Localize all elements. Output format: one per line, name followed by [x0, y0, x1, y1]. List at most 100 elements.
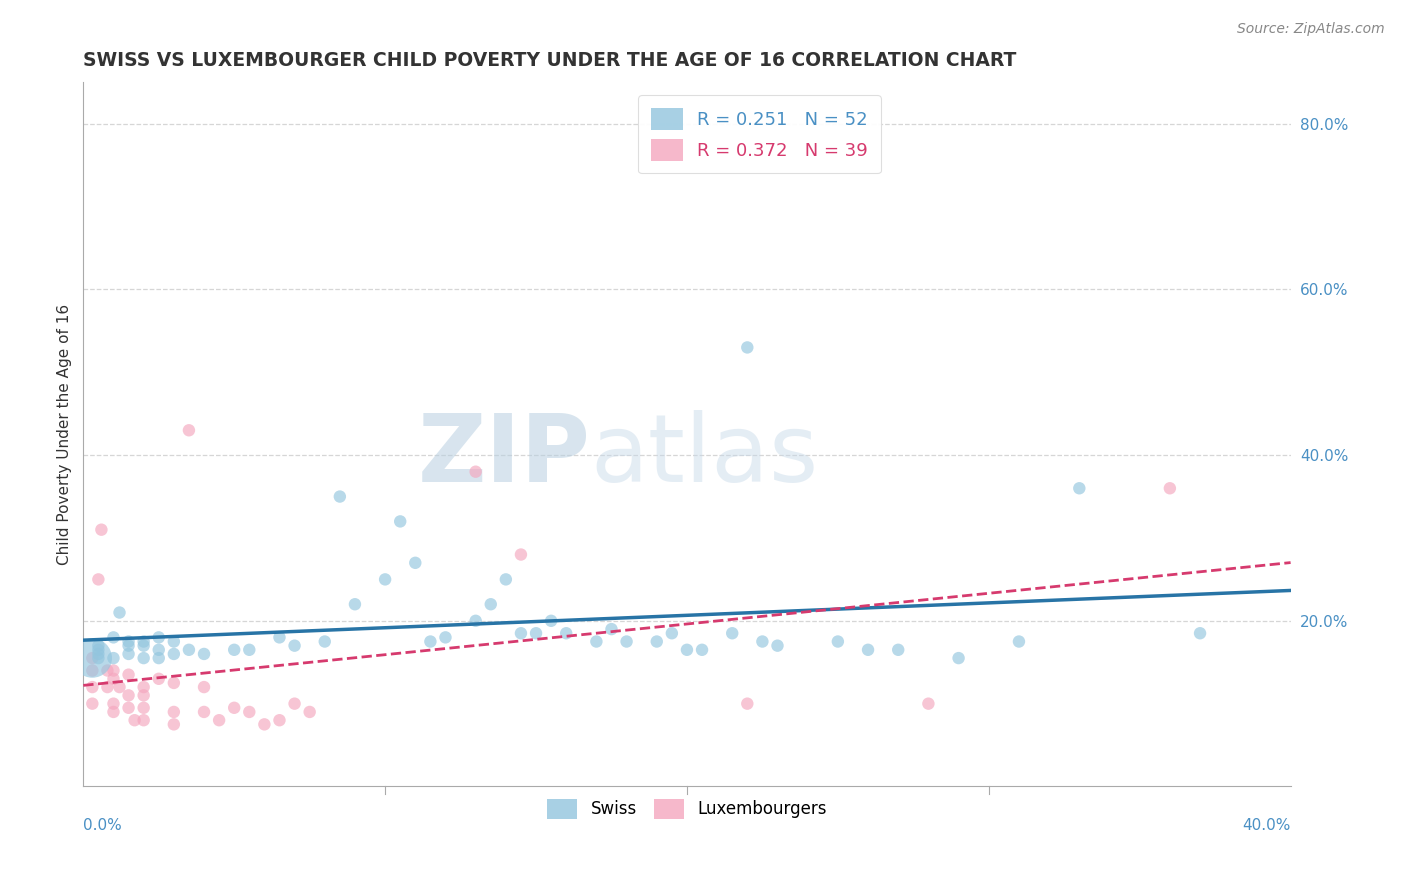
Point: [117, 700, 139, 714]
Point: [193, 680, 215, 694]
Point: [1069, 481, 1091, 495]
Text: 40.0%: 40.0%: [1243, 818, 1291, 833]
Point: [103, 697, 125, 711]
Point: [117, 639, 139, 653]
Point: [238, 705, 260, 719]
Point: [82, 680, 104, 694]
Point: [585, 634, 607, 648]
Point: [238, 642, 260, 657]
Point: [117, 689, 139, 703]
Point: [163, 717, 186, 731]
Point: [132, 680, 155, 694]
Point: [87, 647, 110, 661]
Legend: Swiss, Luxembourgers: Swiss, Luxembourgers: [538, 790, 835, 828]
Point: [103, 672, 125, 686]
Point: [163, 705, 186, 719]
Point: [1008, 634, 1031, 648]
Point: [132, 713, 155, 727]
Point: [661, 626, 683, 640]
Point: [117, 634, 139, 648]
Point: [117, 667, 139, 681]
Point: [82, 651, 104, 665]
Point: [948, 651, 970, 665]
Point: [389, 515, 412, 529]
Point: [96, 680, 118, 694]
Point: [555, 626, 578, 640]
Point: [163, 634, 186, 648]
Point: [103, 631, 125, 645]
Point: [690, 642, 713, 657]
Point: [87, 573, 110, 587]
Point: [284, 639, 307, 653]
Point: [103, 651, 125, 665]
Point: [645, 634, 668, 648]
Point: [540, 614, 562, 628]
Point: [148, 642, 170, 657]
Point: [1189, 626, 1212, 640]
Point: [524, 626, 547, 640]
Point: [751, 634, 773, 648]
Point: [721, 626, 744, 640]
Text: Source: ZipAtlas.com: Source: ZipAtlas.com: [1237, 22, 1385, 37]
Point: [193, 705, 215, 719]
Point: [108, 680, 131, 694]
Point: [510, 548, 533, 562]
Point: [479, 597, 502, 611]
Point: [87, 642, 110, 657]
Point: [314, 634, 336, 648]
Point: [1159, 481, 1181, 495]
Point: [96, 664, 118, 678]
Point: [208, 713, 231, 727]
Point: [124, 713, 146, 727]
Point: [82, 651, 104, 665]
Point: [374, 573, 396, 587]
Point: [495, 573, 517, 587]
Point: [827, 634, 849, 648]
Point: [434, 631, 457, 645]
Point: [856, 642, 879, 657]
Point: [90, 523, 112, 537]
Point: [148, 651, 170, 665]
Point: [404, 556, 426, 570]
Point: [510, 626, 533, 640]
Point: [103, 664, 125, 678]
Point: [600, 622, 623, 636]
Point: [224, 700, 246, 714]
Text: atlas: atlas: [591, 409, 818, 501]
Point: [224, 642, 246, 657]
Text: ZIP: ZIP: [418, 409, 591, 501]
Point: [269, 631, 291, 645]
Point: [87, 639, 110, 653]
Point: [148, 672, 170, 686]
Point: [193, 647, 215, 661]
Y-axis label: Child Poverty Under the Age of 16: Child Poverty Under the Age of 16: [58, 304, 72, 565]
Point: [177, 642, 200, 657]
Point: [419, 634, 441, 648]
Point: [163, 676, 186, 690]
Point: [82, 697, 104, 711]
Point: [253, 717, 276, 731]
Point: [298, 705, 321, 719]
Point: [108, 606, 131, 620]
Point: [132, 639, 155, 653]
Point: [269, 713, 291, 727]
Point: [616, 634, 638, 648]
Point: [132, 634, 155, 648]
Point: [87, 651, 110, 665]
Point: [737, 697, 759, 711]
Point: [163, 647, 186, 661]
Point: [132, 651, 155, 665]
Point: [917, 697, 939, 711]
Point: [177, 423, 200, 437]
Point: [343, 597, 366, 611]
Point: [132, 700, 155, 714]
Point: [464, 614, 486, 628]
Text: 0.0%: 0.0%: [83, 818, 122, 833]
Point: [887, 642, 910, 657]
Point: [329, 490, 352, 504]
Point: [103, 705, 125, 719]
Point: [117, 647, 139, 661]
Point: [766, 639, 789, 653]
Point: [284, 697, 307, 711]
Point: [148, 631, 170, 645]
